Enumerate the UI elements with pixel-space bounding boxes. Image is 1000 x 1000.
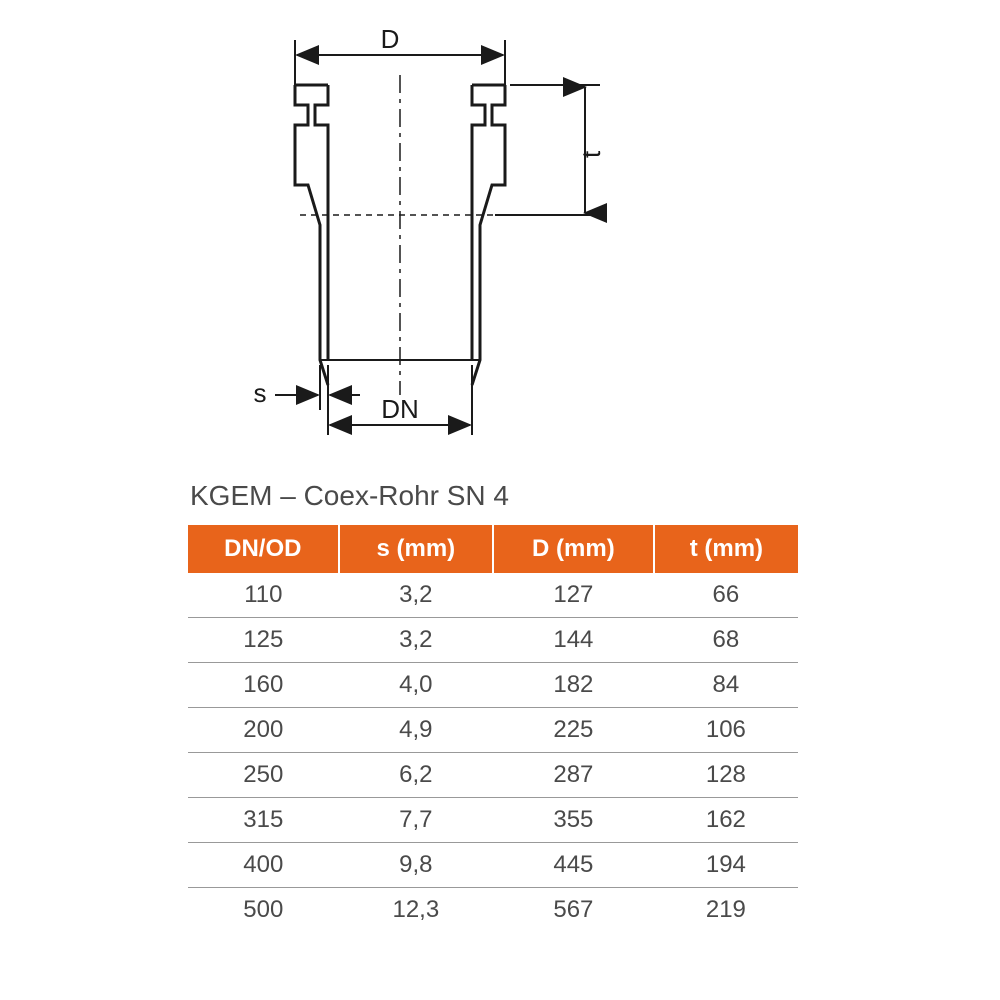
table-cell: 125 — [188, 618, 339, 663]
table-row: 1103,212766 — [188, 573, 798, 618]
spec-table: DN/OD s (mm) D (mm) t (mm) 1103,21276612… — [188, 525, 798, 932]
col-header: s (mm) — [339, 525, 493, 573]
table-row: 4009,8445194 — [188, 843, 798, 888]
table-cell: 144 — [493, 618, 654, 663]
col-header: D (mm) — [493, 525, 654, 573]
label-D: D — [381, 30, 400, 54]
table-cell: 12,3 — [339, 888, 493, 933]
dimension-t: t — [495, 85, 606, 215]
table-cell: 7,7 — [339, 798, 493, 843]
table-cell: 287 — [493, 753, 654, 798]
label-DN: DN — [381, 394, 419, 424]
col-header: t (mm) — [654, 525, 798, 573]
table-cell: 66 — [654, 573, 798, 618]
table-cell: 3,2 — [339, 618, 493, 663]
label-t: t — [576, 150, 606, 158]
table-cell: 500 — [188, 888, 339, 933]
table-row: 3157,7355162 — [188, 798, 798, 843]
table-cell: 445 — [493, 843, 654, 888]
table-cell: 106 — [654, 708, 798, 753]
table-row: 50012,3567219 — [188, 888, 798, 933]
table-row: 2004,9225106 — [188, 708, 798, 753]
table-cell: 182 — [493, 663, 654, 708]
pipe-diagram: D t — [200, 30, 680, 450]
table-cell: 250 — [188, 753, 339, 798]
col-header: DN/OD — [188, 525, 339, 573]
table-cell: 128 — [654, 753, 798, 798]
table-cell: 200 — [188, 708, 339, 753]
table-row: 1253,214468 — [188, 618, 798, 663]
table-cell: 84 — [654, 663, 798, 708]
table-cell: 127 — [493, 573, 654, 618]
table-row: 2506,2287128 — [188, 753, 798, 798]
table-cell: 110 — [188, 573, 339, 618]
table-cell: 4,9 — [339, 708, 493, 753]
table-cell: 68 — [654, 618, 798, 663]
table-cell: 6,2 — [339, 753, 493, 798]
dimension-DN: DN — [328, 365, 472, 435]
table-cell: 194 — [654, 843, 798, 888]
table-cell: 225 — [493, 708, 654, 753]
dimension-s: s — [254, 365, 361, 410]
table-cell: 160 — [188, 663, 339, 708]
table-cell: 400 — [188, 843, 339, 888]
table-cell: 162 — [654, 798, 798, 843]
table-title: KGEM – Coex-Rohr SN 4 — [190, 480, 509, 512]
table-cell: 567 — [493, 888, 654, 933]
table-cell: 9,8 — [339, 843, 493, 888]
table-cell: 219 — [654, 888, 798, 933]
table-cell: 4,0 — [339, 663, 493, 708]
table-row: 1604,018284 — [188, 663, 798, 708]
pipe-cross-section — [295, 75, 505, 395]
table-cell: 315 — [188, 798, 339, 843]
table-cell: 3,2 — [339, 573, 493, 618]
label-s: s — [254, 378, 267, 408]
table-cell: 355 — [493, 798, 654, 843]
